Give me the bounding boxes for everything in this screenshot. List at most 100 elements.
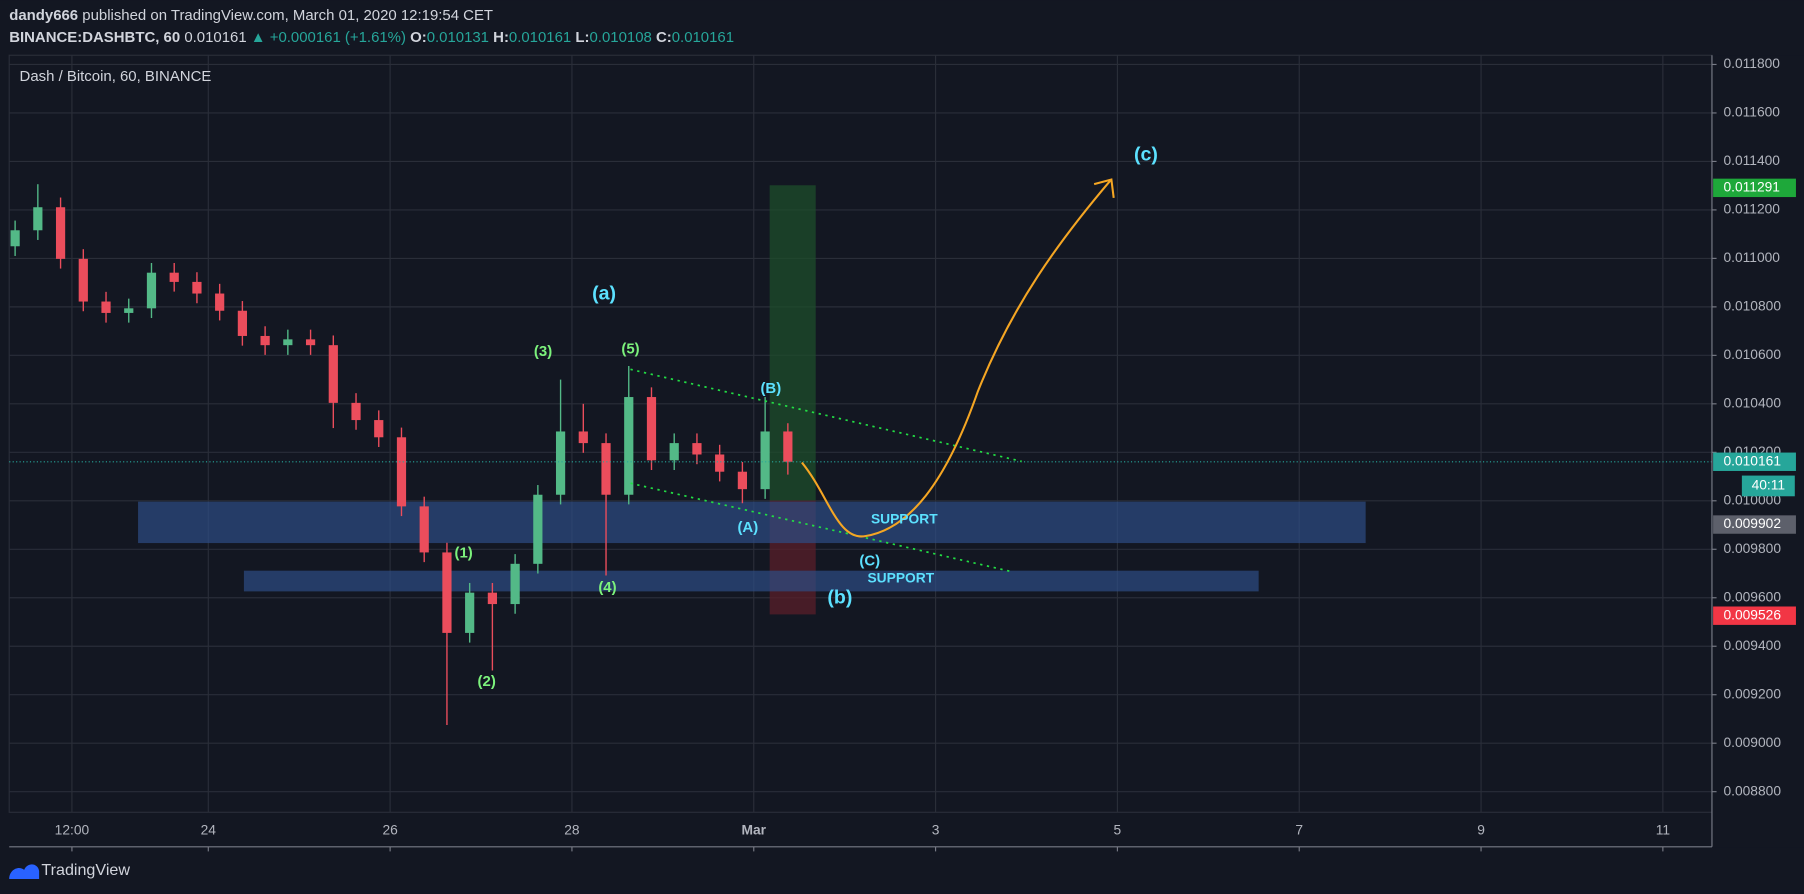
footer: TradingView bbox=[9, 861, 130, 879]
x-tick-label: 9 bbox=[1477, 822, 1485, 837]
candle-body bbox=[101, 301, 111, 313]
logo bbox=[9, 864, 40, 880]
published: published on TradingView.com, March 01, … bbox=[82, 7, 493, 24]
candle-body bbox=[578, 431, 588, 444]
annotation: (2) bbox=[478, 673, 496, 690]
candle-body bbox=[55, 207, 66, 259]
annotation: (C) bbox=[859, 552, 880, 569]
candle-body bbox=[510, 563, 520, 605]
symbol: BINANCE:DASHBTC, 60 bbox=[9, 29, 180, 46]
price-marker-label: 0.009526 bbox=[1723, 607, 1781, 622]
projection-arrow bbox=[801, 179, 1112, 538]
candle-body bbox=[192, 281, 202, 294]
candle-body bbox=[305, 339, 316, 346]
grid bbox=[9, 55, 1712, 813]
candle-body bbox=[146, 272, 157, 309]
candle-body bbox=[78, 258, 88, 302]
candle-body bbox=[260, 335, 270, 346]
y-tick-label: 0.009600 bbox=[1723, 589, 1781, 604]
annotation: (3) bbox=[534, 343, 552, 360]
candle-body bbox=[646, 397, 657, 461]
header: dandy666 published on TradingView.com, M… bbox=[9, 7, 734, 85]
price-marker bbox=[1713, 178, 1796, 198]
author: dandy666 bbox=[9, 7, 78, 24]
chart-title: Dash / Bitcoin, 60, BINANCE bbox=[20, 68, 212, 85]
y-tick-label: 0.010600 bbox=[1723, 347, 1781, 362]
annotation: (c) bbox=[1134, 144, 1158, 166]
brand: TradingView bbox=[41, 861, 130, 879]
price-marker-label: 0.009902 bbox=[1723, 516, 1781, 531]
x-tick-label: 12:00 bbox=[55, 822, 90, 837]
price-marker-label: 0.010161 bbox=[1723, 453, 1781, 468]
overlays bbox=[630, 178, 1115, 573]
annotation: (5) bbox=[621, 341, 639, 358]
ohlc-key: H: bbox=[493, 29, 509, 46]
price-marker bbox=[1713, 606, 1796, 625]
ohlc-value: 0.010108 bbox=[590, 29, 652, 46]
annotation: (a) bbox=[592, 283, 616, 305]
trend-line bbox=[630, 368, 1022, 463]
candles bbox=[9, 184, 1712, 726]
candle-body bbox=[760, 431, 770, 490]
candle-body bbox=[374, 420, 384, 438]
candle-body bbox=[465, 592, 475, 633]
ohlc-key: C: bbox=[656, 29, 672, 46]
candle-body bbox=[624, 397, 634, 495]
x-tick-label: 11 bbox=[1656, 822, 1670, 837]
y-tick-label: 0.010400 bbox=[1723, 395, 1781, 410]
x-tick-label: 7 bbox=[1295, 822, 1303, 837]
candle-body bbox=[715, 454, 725, 472]
x-tick-label: Mar bbox=[741, 822, 766, 837]
countdown: 40:11 bbox=[1752, 478, 1786, 493]
candle-body bbox=[283, 339, 293, 346]
arrow-head bbox=[1093, 178, 1115, 199]
support-zone bbox=[138, 501, 1366, 544]
ohlc-value: 0.010131 bbox=[427, 29, 489, 46]
candle-body bbox=[419, 506, 429, 553]
annotation: SUPPORT bbox=[871, 512, 938, 527]
y-tick-label: 0.011400 bbox=[1723, 153, 1780, 168]
x-tick-label: 26 bbox=[382, 822, 398, 837]
candle-body bbox=[124, 308, 134, 313]
header-quote: BINANCE:DASHBTC, 60 0.010161 ▲ +0.000161… bbox=[9, 29, 734, 46]
header-line: dandy666 published on TradingView.com, M… bbox=[9, 7, 493, 24]
y-tick-label: 0.011000 bbox=[1723, 250, 1780, 265]
x-tick-label: 24 bbox=[201, 822, 217, 837]
candle-body bbox=[237, 310, 247, 336]
candle-body bbox=[442, 552, 452, 633]
y-tick-label: 0.009400 bbox=[1723, 638, 1781, 653]
candle-body bbox=[669, 443, 679, 461]
annotation: (1) bbox=[455, 544, 473, 561]
price-marker bbox=[1713, 515, 1796, 534]
ohlc-key: L: bbox=[575, 29, 589, 46]
candle-body bbox=[351, 402, 361, 421]
candle-body bbox=[692, 443, 702, 455]
y-tick-label: 0.008800 bbox=[1723, 783, 1781, 798]
candle-body bbox=[487, 592, 497, 605]
y-tick-label: 0.009200 bbox=[1723, 686, 1781, 701]
annotations: (a) (3) (5) (B) (A) (1) (2) (4) (C) (b) (c) SUPPORT… bbox=[455, 144, 1158, 691]
candle-body bbox=[737, 471, 747, 490]
countdown-box bbox=[1741, 475, 1795, 497]
last-price: 0.010161 bbox=[184, 29, 246, 46]
candle-body bbox=[783, 431, 793, 462]
x-tick-label: 3 bbox=[932, 822, 940, 837]
candle-body bbox=[215, 293, 225, 311]
price-marker-label: 0.011291 bbox=[1723, 179, 1780, 194]
candle-body bbox=[33, 207, 43, 231]
axes: 0.008800 0.009000 0.009200 0.009400 0.009600… bbox=[55, 56, 1796, 852]
candle-body bbox=[533, 494, 543, 564]
y-tick-label: 0.010800 bbox=[1723, 299, 1781, 314]
y-tick-label: 0.011800 bbox=[1723, 56, 1780, 71]
support-zone bbox=[243, 570, 1259, 592]
y-tick-label: 0.011600 bbox=[1723, 105, 1780, 120]
plot-area bbox=[8, 54, 1713, 813]
change: ▲ +0.000161 (+1.61%) bbox=[251, 29, 406, 46]
drawings bbox=[138, 185, 1366, 615]
candle-body bbox=[10, 230, 20, 247]
profit-zone bbox=[769, 185, 816, 501]
annotation: (b) bbox=[827, 586, 852, 608]
y-tick-label: 0.009800 bbox=[1723, 541, 1781, 556]
ohlc-value: 0.010161 bbox=[672, 29, 734, 46]
